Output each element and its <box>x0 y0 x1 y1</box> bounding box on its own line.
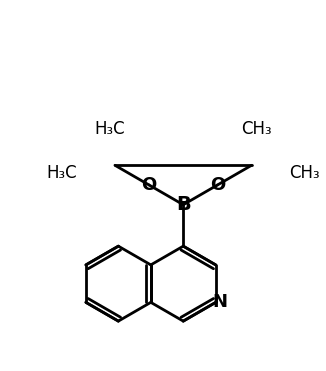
Text: O: O <box>141 176 157 194</box>
Text: H₃C: H₃C <box>95 120 125 138</box>
Text: CH₃: CH₃ <box>241 120 272 138</box>
Text: B: B <box>176 195 191 214</box>
Text: H₃C: H₃C <box>47 164 78 182</box>
Text: N: N <box>212 293 227 311</box>
Text: CH₃: CH₃ <box>289 164 320 182</box>
Text: O: O <box>210 176 225 194</box>
